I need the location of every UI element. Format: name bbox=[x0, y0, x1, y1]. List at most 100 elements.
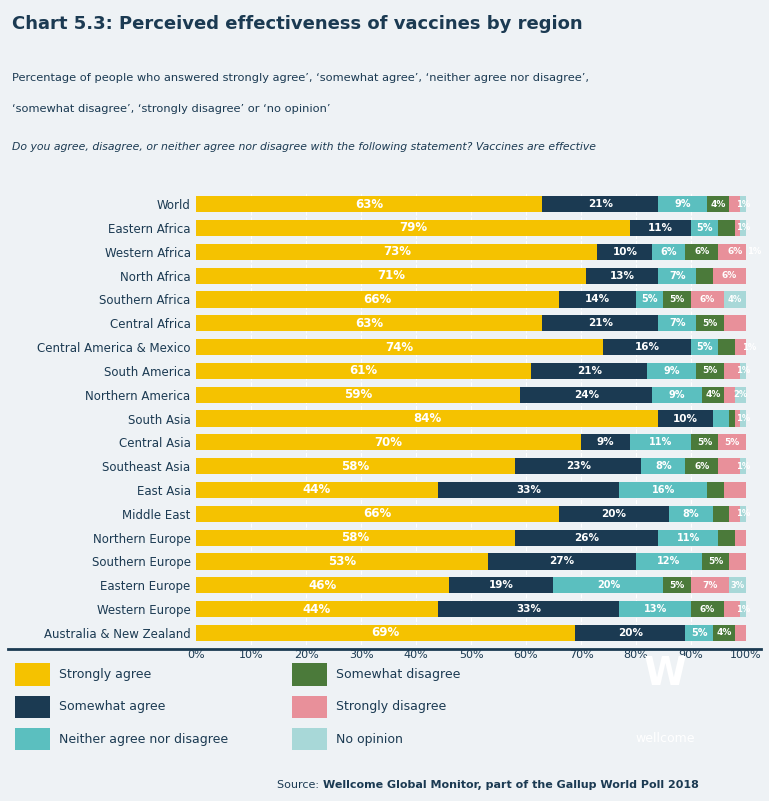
Text: wellcome: wellcome bbox=[635, 732, 695, 745]
Text: 5%: 5% bbox=[703, 319, 717, 328]
Bar bbox=[620, 601, 691, 618]
Bar bbox=[636, 292, 664, 308]
Bar bbox=[741, 601, 746, 618]
Bar bbox=[542, 196, 658, 212]
Text: 11%: 11% bbox=[677, 533, 700, 542]
Text: 33%: 33% bbox=[516, 604, 541, 614]
Text: 5%: 5% bbox=[697, 342, 713, 352]
Bar bbox=[554, 578, 664, 594]
Bar bbox=[751, 244, 757, 260]
Bar bbox=[702, 387, 724, 403]
Text: 58%: 58% bbox=[341, 460, 370, 473]
Bar bbox=[730, 578, 746, 594]
Bar bbox=[647, 363, 697, 379]
Text: 58%: 58% bbox=[341, 531, 370, 544]
Bar bbox=[741, 410, 746, 427]
Bar bbox=[631, 434, 691, 450]
Text: 33%: 33% bbox=[516, 485, 541, 495]
Text: 11%: 11% bbox=[649, 437, 672, 447]
Bar bbox=[587, 268, 658, 284]
FancyBboxPatch shape bbox=[292, 663, 327, 686]
Text: 6%: 6% bbox=[722, 271, 737, 280]
Text: Source:: Source: bbox=[278, 780, 323, 790]
Text: 9%: 9% bbox=[664, 366, 680, 376]
Text: 5%: 5% bbox=[691, 628, 707, 638]
Bar bbox=[741, 219, 746, 236]
Bar bbox=[735, 410, 741, 427]
Bar bbox=[718, 244, 751, 260]
Bar bbox=[730, 553, 746, 570]
Text: 2%: 2% bbox=[734, 390, 747, 399]
Bar bbox=[697, 315, 724, 332]
Bar bbox=[724, 482, 746, 498]
Text: 10%: 10% bbox=[612, 247, 638, 257]
Bar bbox=[652, 387, 702, 403]
Text: 1%: 1% bbox=[736, 366, 751, 376]
Text: 4%: 4% bbox=[727, 295, 742, 304]
Text: 9%: 9% bbox=[674, 199, 691, 209]
Text: Wellcome Global Monitor, part of the Gallup World Poll 2018: Wellcome Global Monitor, part of the Gal… bbox=[323, 780, 699, 790]
Text: 61%: 61% bbox=[350, 364, 378, 377]
Bar bbox=[196, 363, 531, 379]
Bar bbox=[724, 363, 741, 379]
Bar bbox=[718, 529, 735, 545]
Bar bbox=[697, 268, 713, 284]
Bar bbox=[724, 387, 735, 403]
Text: 1%: 1% bbox=[736, 509, 751, 518]
Text: 73%: 73% bbox=[383, 245, 411, 258]
Text: 6%: 6% bbox=[700, 605, 715, 614]
Bar bbox=[658, 196, 707, 212]
Text: 63%: 63% bbox=[355, 198, 384, 211]
FancyBboxPatch shape bbox=[15, 663, 50, 686]
Bar bbox=[449, 578, 554, 594]
Text: 1%: 1% bbox=[741, 343, 756, 352]
Text: 1%: 1% bbox=[736, 461, 751, 471]
Bar bbox=[196, 458, 515, 474]
Bar bbox=[713, 410, 730, 427]
Text: 13%: 13% bbox=[610, 271, 634, 280]
Text: 5%: 5% bbox=[708, 557, 724, 566]
Text: 74%: 74% bbox=[385, 340, 414, 353]
Bar bbox=[724, 292, 746, 308]
FancyBboxPatch shape bbox=[292, 696, 327, 718]
Bar bbox=[741, 458, 746, 474]
Bar bbox=[631, 219, 691, 236]
Text: 1%: 1% bbox=[736, 414, 751, 423]
Text: 8%: 8% bbox=[683, 509, 699, 519]
Text: 1%: 1% bbox=[736, 223, 751, 232]
Bar bbox=[603, 339, 691, 355]
Bar bbox=[658, 268, 697, 284]
Bar bbox=[196, 410, 658, 427]
Bar bbox=[196, 505, 559, 522]
Bar bbox=[691, 578, 730, 594]
Text: 69%: 69% bbox=[371, 626, 400, 639]
Bar bbox=[575, 625, 685, 641]
Bar bbox=[515, 458, 641, 474]
Text: 21%: 21% bbox=[588, 318, 613, 328]
Text: 16%: 16% bbox=[652, 485, 675, 495]
Bar bbox=[196, 292, 559, 308]
Text: 16%: 16% bbox=[634, 342, 660, 352]
Text: 3%: 3% bbox=[731, 581, 744, 590]
Bar bbox=[735, 219, 741, 236]
Text: 14%: 14% bbox=[585, 295, 610, 304]
Bar bbox=[713, 505, 730, 522]
Text: No opinion: No opinion bbox=[336, 733, 403, 746]
Bar bbox=[521, 387, 652, 403]
Bar bbox=[196, 578, 449, 594]
Text: 5%: 5% bbox=[697, 438, 712, 447]
Text: 20%: 20% bbox=[597, 580, 620, 590]
Text: 6%: 6% bbox=[727, 248, 743, 256]
Text: 1%: 1% bbox=[736, 199, 751, 208]
Text: 6%: 6% bbox=[700, 295, 715, 304]
Bar bbox=[741, 196, 746, 212]
Bar bbox=[559, 505, 669, 522]
Text: 4%: 4% bbox=[716, 629, 731, 638]
Text: 23%: 23% bbox=[566, 461, 591, 471]
Text: 5%: 5% bbox=[641, 295, 658, 304]
Text: ‘somewhat disagree’, ‘strongly disagree’ or ‘no opinion’: ‘somewhat disagree’, ‘strongly disagree’… bbox=[12, 104, 331, 114]
Bar bbox=[697, 363, 724, 379]
FancyBboxPatch shape bbox=[15, 728, 50, 751]
Bar bbox=[438, 482, 620, 498]
Text: 13%: 13% bbox=[644, 604, 667, 614]
